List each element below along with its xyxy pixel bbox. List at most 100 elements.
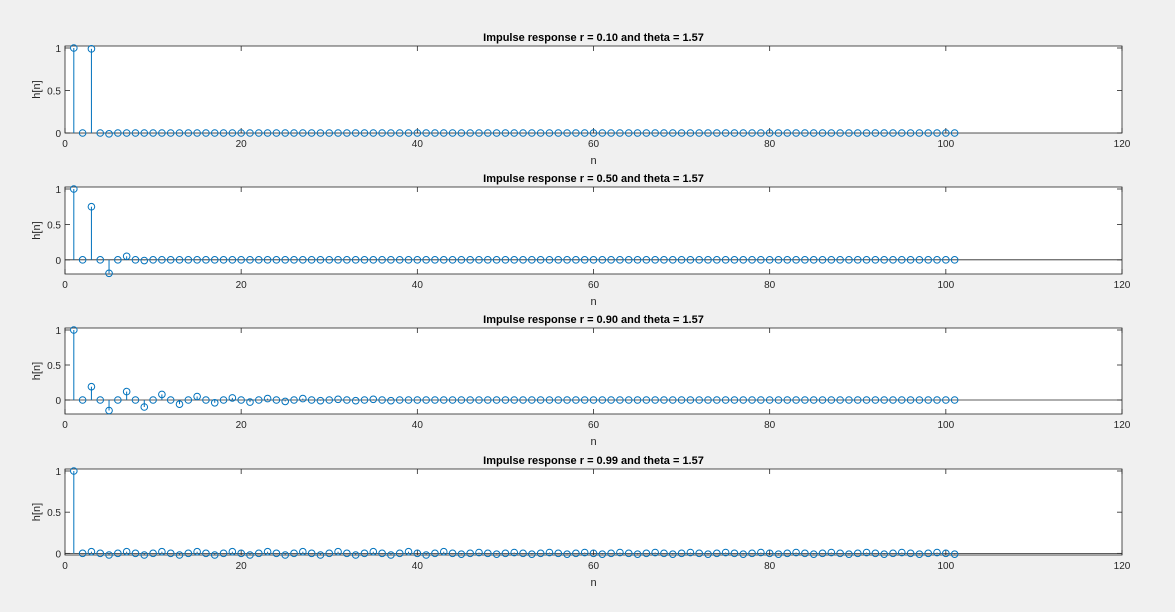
- stem-marker: [369, 129, 378, 137]
- stem-marker: [122, 387, 131, 396]
- stem-marker: [827, 396, 836, 404]
- stem-marker: [739, 129, 748, 137]
- stem-marker: [668, 396, 677, 404]
- stem-marker: [210, 551, 219, 559]
- stem-marker: [589, 256, 598, 264]
- stem-marker: [942, 129, 950, 137]
- stem-marker: [351, 551, 360, 559]
- stem-marker: [668, 550, 677, 558]
- stem-marker: [528, 129, 536, 137]
- stem-marker: [131, 396, 140, 404]
- stem-marker: [70, 326, 78, 334]
- stem-marker: [263, 547, 272, 556]
- x-tick-label: 60: [588, 420, 600, 431]
- stem-marker: [299, 547, 307, 556]
- stem-marker: [457, 396, 466, 404]
- stem-marker: [721, 396, 730, 404]
- stem-marker: [140, 129, 149, 137]
- axes-box: [64, 45, 1123, 134]
- x-tick-label: 40: [412, 561, 424, 572]
- stem-marker: [105, 406, 113, 415]
- stem-marker: [114, 549, 122, 558]
- stem-marker: [633, 396, 642, 404]
- stem-marker: [422, 396, 430, 404]
- stem-marker: [413, 549, 422, 558]
- stem-marker: [193, 129, 201, 137]
- y-axis-label: h[n]: [31, 221, 43, 239]
- stem-marker: [792, 548, 800, 557]
- stem-marker: [263, 129, 272, 137]
- stem-marker: [642, 129, 651, 137]
- stem-marker: [246, 129, 254, 137]
- stem-marker: [387, 256, 395, 264]
- stem-marker: [166, 129, 175, 137]
- stem-marker: [131, 129, 140, 137]
- stem-marker: [158, 390, 166, 399]
- stem-marker: [651, 396, 659, 404]
- stem-marker: [809, 550, 818, 558]
- stem-marker: [871, 396, 880, 404]
- stem-marker: [607, 129, 615, 137]
- stem-marker: [677, 256, 686, 264]
- stem-marker: [801, 396, 809, 404]
- x-tick-label: 120: [1114, 420, 1131, 431]
- stem-marker: [219, 549, 228, 558]
- stem-marker: [739, 550, 748, 558]
- subplot-2: 0 20 40 60 80 100 120 0 0.5 1 Impulse response r =…: [31, 173, 1131, 308]
- stem-marker: [413, 256, 422, 264]
- stem-marker: [78, 396, 87, 404]
- stem-marker: [510, 548, 519, 557]
- stem-marker: [624, 549, 633, 558]
- stem-marker: [439, 547, 448, 556]
- x-tick-label: 20: [236, 280, 248, 291]
- stem-marker: [246, 398, 254, 406]
- stem-marker: [114, 256, 122, 264]
- stem-marker: [554, 129, 563, 137]
- stem-marker: [739, 256, 748, 264]
- stem-marker: [439, 396, 448, 404]
- stem-marker: [642, 396, 651, 404]
- stem-marker: [343, 396, 351, 404]
- stem-marker: [404, 129, 413, 137]
- stem-marker: [466, 396, 474, 404]
- stem-marker: [484, 396, 492, 404]
- stem-marker: [448, 129, 457, 137]
- y-axis-label: h[n]: [31, 80, 43, 98]
- stem-marker: [572, 549, 580, 558]
- stem-marker: [325, 129, 334, 137]
- stem-marker: [131, 256, 140, 264]
- stem-marker: [651, 129, 659, 137]
- stem-marker: [713, 396, 721, 404]
- x-tick-label: 0: [62, 280, 68, 291]
- stem-marker: [730, 549, 739, 558]
- stem-marker: [845, 396, 853, 404]
- y-tick-label: 0: [55, 256, 61, 267]
- stem-marker: [598, 129, 607, 137]
- stem-marker: [149, 549, 157, 558]
- stem-marker: [906, 256, 915, 264]
- stem-marker: [889, 396, 897, 404]
- x-tick-label: 80: [764, 139, 776, 150]
- stem-marker: [343, 129, 351, 137]
- stem-marker: [149, 396, 157, 404]
- stem-marker: [853, 396, 862, 404]
- stem-marker: [818, 129, 827, 137]
- stem-marker: [492, 396, 501, 404]
- stem-marker: [880, 256, 888, 264]
- stem-marker: [307, 396, 316, 404]
- stem-marker: [378, 549, 386, 558]
- stem-marker: [906, 549, 915, 558]
- stem-marker: [475, 548, 483, 557]
- stem-marker: [519, 256, 527, 264]
- stem-marker: [624, 256, 633, 264]
- stem-marker: [545, 256, 554, 264]
- stem-marker: [272, 396, 281, 404]
- stem-marker: [730, 129, 739, 137]
- stem-marker: [193, 392, 201, 401]
- stem-marker: [114, 396, 122, 404]
- stem-marker: [263, 394, 272, 403]
- stem-marker: [96, 396, 105, 404]
- stem-marker: [792, 396, 800, 404]
- stem-marker: [862, 548, 871, 557]
